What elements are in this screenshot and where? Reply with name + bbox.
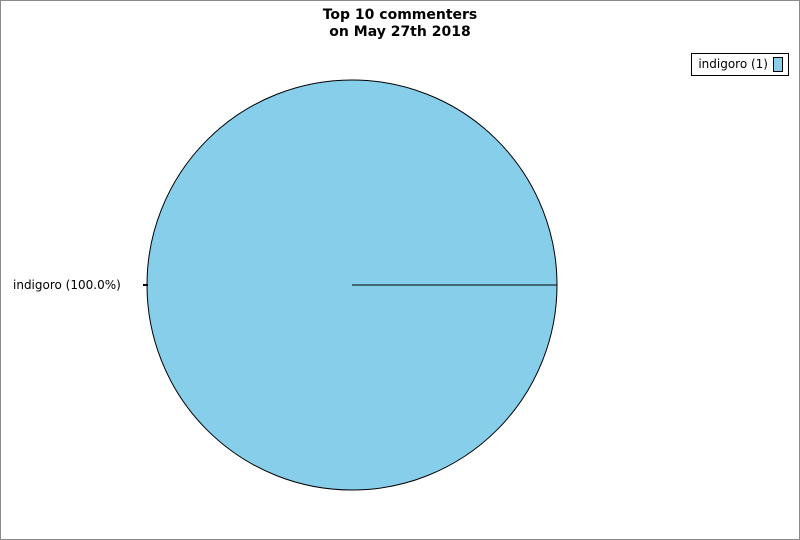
chart-title-line1: Top 10 commenters: [322, 7, 478, 23]
legend: indigoro (1): [691, 53, 789, 76]
legend-entry-label: indigoro (1): [698, 57, 768, 71]
legend-swatch-icon: [773, 57, 783, 72]
pie-chart: [143, 79, 558, 491]
chart-title-line2: on May 27th 2018: [329, 24, 471, 40]
slice-label: indigoro (100.0%): [13, 278, 121, 292]
chart-title: Top 10 commenters on May 27th 2018: [1, 7, 799, 41]
